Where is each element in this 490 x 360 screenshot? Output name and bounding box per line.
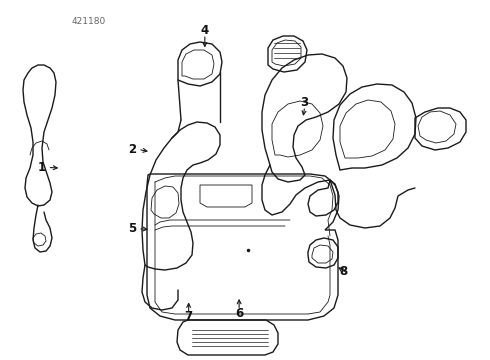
Text: 8: 8 [339, 265, 347, 278]
Text: 421180: 421180 [71, 17, 105, 26]
Text: 7: 7 [185, 310, 193, 323]
Text: 1: 1 [38, 161, 46, 174]
Text: 3: 3 [300, 96, 308, 109]
Text: 5: 5 [128, 222, 136, 235]
Text: 2: 2 [128, 143, 136, 156]
Text: 4: 4 [201, 24, 209, 37]
Text: 6: 6 [235, 307, 243, 320]
